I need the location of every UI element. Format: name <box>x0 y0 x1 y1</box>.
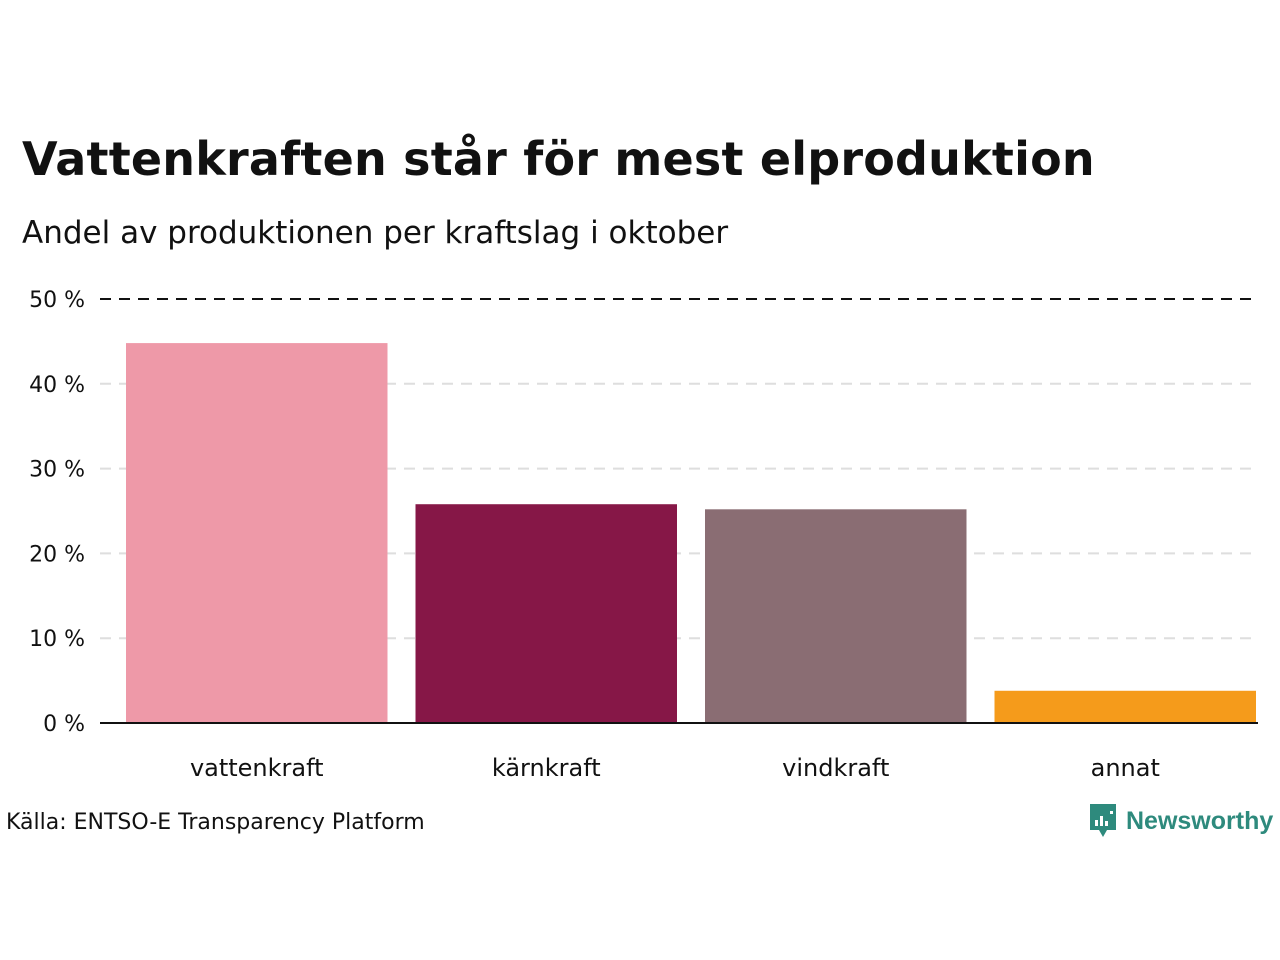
bar-vindkraft <box>705 509 967 723</box>
bar-annat <box>994 690 1256 723</box>
y-tick-label: 40 % <box>29 373 85 398</box>
x-tick-label: vindkraft <box>782 754 889 782</box>
y-tick-label: 30 % <box>29 458 85 483</box>
y-tick-label: 20 % <box>29 542 85 567</box>
source-note: Källa: ENTSO-E Transparency Platform <box>6 810 425 835</box>
x-tick-label: kärnkraft <box>492 754 601 782</box>
chart-subtitle: Andel av produktionen per kraftslag i ok… <box>22 215 729 251</box>
y-tick-label: 10 % <box>29 627 85 652</box>
x-axis-ticks: vattenkraft kärnkraft vindkraft annat <box>190 754 1160 782</box>
bars <box>126 343 1256 723</box>
y-tick-label: 0 % <box>43 712 85 737</box>
y-tick-label: 50 % <box>29 288 85 313</box>
chart-title: Vattenkraften står för mest elproduktion <box>22 132 1095 186</box>
newsworthy-logo-icon <box>1090 804 1116 837</box>
brand-name: Newsworthy <box>1126 806 1274 835</box>
bar-chart: 0 % 10 % 20 % 30 % 40 % 50 % vattenkraft kärnk… <box>29 288 1258 782</box>
x-tick-label: annat <box>1091 754 1160 782</box>
y-axis-ticks: 0 % 10 % 20 % 30 % 40 % 50 % <box>29 288 85 737</box>
bar-kärnkraft <box>415 504 677 723</box>
bar-vattenkraft <box>126 343 388 723</box>
brand-logo[interactable]: Newsworthy <box>1088 802 1273 840</box>
x-tick-label: vattenkraft <box>190 754 324 782</box>
